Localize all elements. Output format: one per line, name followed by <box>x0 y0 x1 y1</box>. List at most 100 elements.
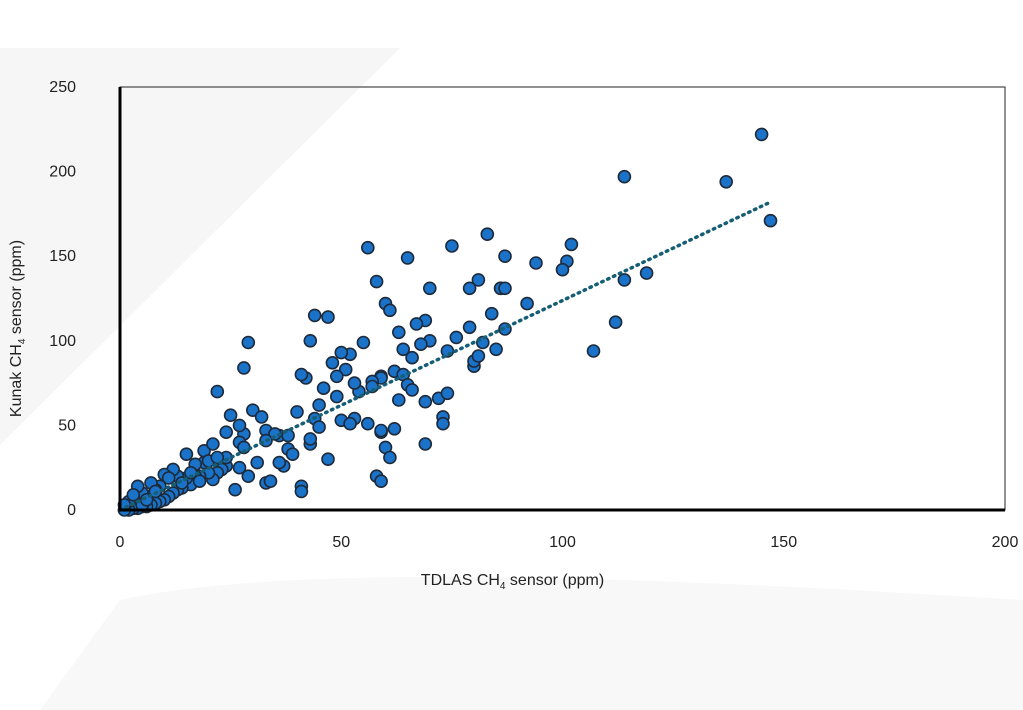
x-tick-label: 50 <box>332 534 350 551</box>
data-point <box>383 450 397 465</box>
data-point <box>462 281 477 296</box>
axis-lines <box>118 87 1005 512</box>
x-axis-ticks: 0 50 100 150 200 <box>116 534 1019 551</box>
data-point <box>387 421 402 436</box>
data-point <box>294 367 309 382</box>
data-point <box>369 274 384 289</box>
data-point <box>210 384 225 399</box>
data-point <box>232 418 247 433</box>
data-point <box>608 315 623 330</box>
data-point <box>285 447 300 462</box>
data-point <box>232 460 247 475</box>
data-point <box>719 175 734 189</box>
data-point <box>338 362 353 377</box>
data-point <box>303 432 318 446</box>
data-point <box>405 383 419 397</box>
y-tick-label: 100 <box>49 333 76 350</box>
data-point <box>329 389 344 404</box>
data-point <box>586 344 601 358</box>
data-point <box>763 213 778 228</box>
data-point <box>414 337 428 352</box>
data-point <box>334 345 349 360</box>
data-point <box>436 416 450 431</box>
data-point <box>246 403 260 418</box>
data-point <box>347 376 362 390</box>
y-tick-label: 50 <box>58 417 76 434</box>
data-point <box>498 281 512 296</box>
data-point <box>223 408 238 423</box>
data-point <box>360 416 375 431</box>
data-point <box>321 452 335 467</box>
x-tick-label: 200 <box>992 534 1019 551</box>
data-point <box>290 405 304 419</box>
data-point <box>329 369 344 384</box>
data-point <box>529 256 543 270</box>
data-point <box>241 469 256 484</box>
data-point <box>192 474 207 489</box>
data-point <box>228 482 242 497</box>
data-point <box>396 342 411 357</box>
y-tick-label: 0 <box>67 502 76 519</box>
data-point <box>400 251 415 265</box>
y-axis-ticks: 0 50 100 150 200 250 <box>49 79 76 519</box>
data-point <box>161 471 176 485</box>
data-point <box>210 450 225 465</box>
data-point <box>254 410 269 424</box>
data-point <box>374 474 388 489</box>
data-point <box>449 330 464 345</box>
data-point <box>639 266 654 280</box>
data-point <box>321 310 335 324</box>
data-point <box>445 239 459 253</box>
data-point <box>471 349 486 363</box>
data-point <box>343 416 357 431</box>
x-tick-label: 100 <box>549 534 576 551</box>
data-point <box>219 425 233 440</box>
data-point <box>206 437 220 451</box>
y-tick-label: 250 <box>49 79 76 96</box>
data-point <box>418 394 433 409</box>
data-point <box>126 487 141 502</box>
data-point <box>555 262 570 277</box>
data-point <box>498 249 512 264</box>
data-point <box>312 398 326 412</box>
data-point <box>391 393 406 407</box>
data-point <box>325 355 340 370</box>
data-point <box>272 455 287 470</box>
data-point <box>405 350 419 365</box>
data-point <box>409 317 424 331</box>
data-points <box>117 127 778 517</box>
data-point <box>471 273 486 287</box>
data-point <box>564 237 579 252</box>
data-point <box>250 455 265 470</box>
data-point <box>374 423 388 438</box>
trendline <box>118 200 773 512</box>
data-point <box>312 420 326 434</box>
data-point <box>307 308 322 323</box>
data-point <box>617 169 632 184</box>
data-point <box>303 333 318 348</box>
plot-area-frame <box>119 86 1006 511</box>
data-point <box>489 342 503 357</box>
data-point <box>241 335 256 350</box>
data-point <box>422 281 437 296</box>
data-point <box>617 273 632 287</box>
y-tick-label: 150 <box>49 248 76 265</box>
data-point <box>294 484 309 499</box>
data-point <box>462 320 477 335</box>
data-point <box>316 381 331 396</box>
x-tick-label: 150 <box>770 534 797 551</box>
y-tick-label: 200 <box>49 164 76 181</box>
data-point <box>484 306 499 321</box>
data-point <box>391 325 406 340</box>
data-point <box>754 127 769 142</box>
y-axis-title: Kunak CH4 sensor (ppm) <box>8 240 28 417</box>
data-point <box>179 447 194 462</box>
x-axis-title: TDLAS CH4 sensor (ppm) <box>421 572 604 592</box>
data-point <box>480 227 495 241</box>
data-point <box>383 303 397 318</box>
data-point <box>263 474 278 489</box>
data-point <box>356 335 371 350</box>
x-tick-label: 0 <box>116 534 125 551</box>
data-point <box>360 240 375 255</box>
